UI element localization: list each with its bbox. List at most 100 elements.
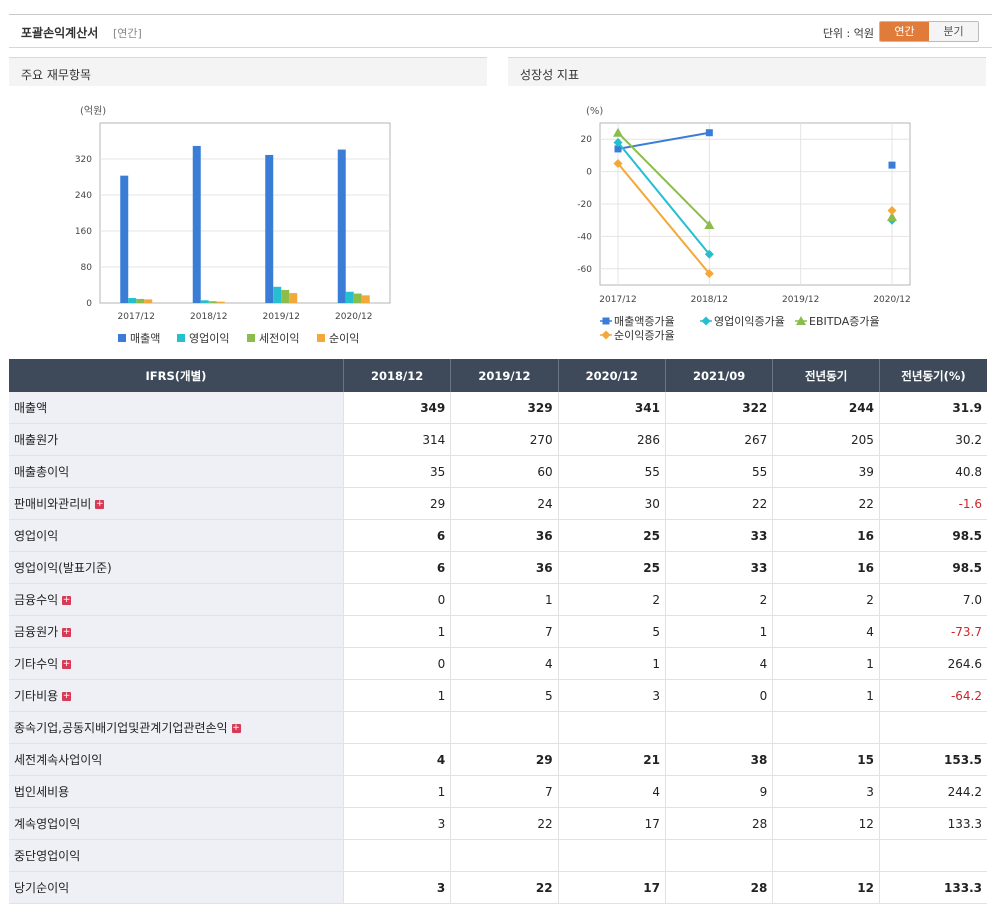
bar-legend-swatch (118, 334, 126, 342)
row-label: 금융수익 + (9, 583, 344, 616)
table-cell: 6 (343, 551, 452, 584)
bar-sales (337, 149, 346, 303)
table-row: 판매비와관리비 +29 24 30 22 22 -1.6 (9, 487, 987, 520)
expand-plus-icon[interactable]: + (95, 499, 105, 509)
table-cell: 3 (772, 775, 880, 808)
table-cell (450, 711, 559, 744)
table-header-row: IFRS(개별) 2018/12 2019/12 2020/12 2021/09 전년동기… (9, 359, 987, 392)
bar-net (216, 301, 225, 303)
bar-legend-label: 세전이익 (259, 332, 299, 345)
line-x-tick-label: 2017/12 (599, 295, 636, 305)
table-row: 영업이익 6 36 25 33 16 98.5 (9, 519, 987, 552)
table-cell: 25 (558, 519, 666, 552)
table-cell: 0 (343, 583, 452, 616)
table-cell: 0 (665, 679, 774, 712)
table-cell: 16 (772, 551, 880, 584)
table-cell: 349 (343, 392, 452, 424)
table-row: 매출액 349 329 341 322 244 31.9 (9, 392, 987, 424)
row-label: 계속영업이익 (9, 807, 344, 840)
line-legend-label: 영업이익증가율 (714, 315, 785, 328)
growth-line-chart: (%) 2017/12 2018/12 2019/12 2020/12 20 0 -20 -40… (577, 106, 910, 342)
table-cell: 36 (450, 519, 559, 552)
row-label: 매출총이익 (9, 455, 344, 488)
table-cell: 244.2 (879, 775, 987, 808)
panel-financial-items-header: 주요 재무항목 (9, 57, 487, 86)
table-cell: 40.8 (879, 455, 987, 488)
line-point-pretax (887, 211, 897, 221)
table-cell (772, 839, 880, 872)
line-segment-op (617, 141, 711, 255)
toggle-annual-button[interactable]: 연간 (880, 22, 929, 41)
line-point-pretax (704, 220, 715, 230)
table-cell (450, 839, 559, 872)
table-cell: 25 (558, 551, 666, 584)
table-cell: 31.9 (879, 392, 987, 424)
table-cell: -1.6 (879, 487, 987, 520)
expand-plus-icon[interactable]: + (62, 627, 72, 637)
table-cell: 4 (343, 743, 452, 776)
line-legend-label: 순이익증가율 (614, 329, 675, 342)
table-cell: 24 (450, 487, 559, 520)
line-point-net (704, 269, 714, 279)
row-label: 판매비와관리비 + (9, 487, 344, 520)
bar-y-tick-label: 0 (86, 299, 92, 309)
table-cell (665, 839, 774, 872)
table-cell: 55 (558, 455, 666, 488)
table-cell: 1 (450, 583, 559, 616)
table-row: 매출총이익 35 60 55 55 39 40.8 (9, 455, 987, 488)
table-cell: 29 (343, 487, 452, 520)
expand-plus-icon[interactable]: + (62, 659, 72, 669)
bar-y-tick-label: 160 (75, 227, 92, 237)
table-cell: 33 (665, 519, 774, 552)
table-cell: 12 (772, 807, 880, 840)
bar-y-tick-label: 240 (75, 191, 92, 201)
table-cell: 39 (772, 455, 880, 488)
table-cell: 153.5 (879, 743, 987, 776)
expand-plus-icon[interactable]: + (62, 595, 72, 605)
table-cell: 7 (450, 615, 559, 648)
table-cell (343, 839, 452, 872)
bar-x-tick-label: 2019/12 (263, 312, 300, 322)
line-x-tick-label: 2020/12 (873, 295, 910, 305)
table-cell (879, 839, 987, 872)
expand-plus-icon[interactable]: + (231, 723, 241, 733)
table-cell: 264.6 (879, 647, 987, 680)
bar-sales (265, 154, 274, 303)
bar-net (361, 295, 370, 303)
table-cell: 38 (665, 743, 774, 776)
line-y-unit-label: (%) (586, 106, 603, 117)
table-cell: 12 (772, 871, 880, 904)
table-cell: 21 (558, 743, 666, 776)
bar-pretax (136, 298, 145, 303)
row-label: 당기순이익 (9, 871, 344, 904)
line-point-sales (705, 129, 713, 137)
table-cell: 3 (343, 807, 452, 840)
table-cell: 329 (450, 392, 559, 424)
financial-bar-chart: (억원) 0 80 160 240 320 2017/12 2018/12 2019/12 202… (75, 105, 391, 345)
line-x-tick-label: 2019/12 (782, 295, 819, 305)
row-label: 영업이익(발표기준) (9, 551, 344, 584)
statement-header: 포괄손익계산서 [연간] 단위 : 억원 연간 분기 (9, 14, 992, 48)
table-cell: 28 (665, 807, 774, 840)
line-point-op (613, 137, 623, 147)
table-cell: 2 (558, 583, 666, 616)
bar-op (200, 300, 209, 303)
table-row: 금융원가 +1 7 5 1 4 -73.7 (9, 615, 987, 648)
income-statement-table: IFRS(개별) 2018/12 2019/12 2020/12 2021/09 전년동기… (9, 359, 987, 904)
bar-y-tick-label: 320 (75, 155, 92, 165)
toggle-quarter-button[interactable]: 분기 (929, 22, 978, 41)
table-cell: 1 (343, 775, 452, 808)
bar-legend-swatch (177, 334, 185, 342)
table-cell: 4 (665, 647, 774, 680)
table-cell: 30 (558, 487, 666, 520)
table-cell: 270 (450, 423, 559, 456)
table-cell: 22 (450, 871, 559, 904)
bar-op (128, 298, 137, 303)
bar-legend-label: 영업이익 (189, 332, 229, 345)
column-header: 2021/09 (665, 359, 774, 392)
table-row: 금융수익 +0 1 2 2 2 7.0 (9, 583, 987, 616)
line-legend-label: EBITDA증가율 (809, 315, 880, 328)
row-label: 종속기업,공동지배기업및관계기업관련손익 + (9, 711, 344, 744)
expand-plus-icon[interactable]: + (62, 691, 72, 701)
row-label: 매출원가 (9, 423, 344, 456)
